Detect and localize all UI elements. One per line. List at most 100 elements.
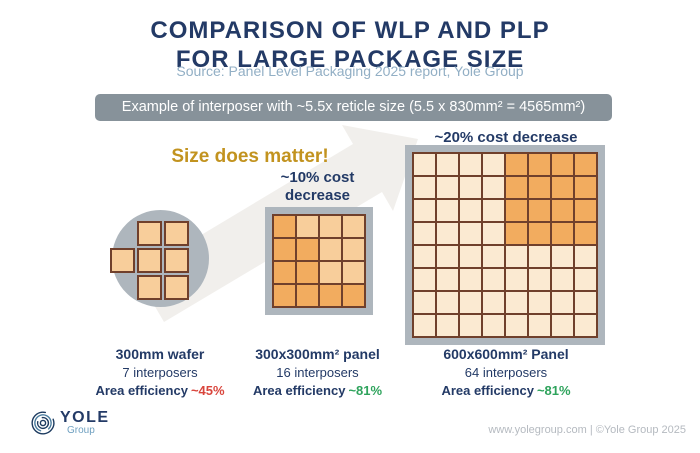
interposer-cell (483, 246, 504, 267)
wafer-eff-value: ~45% (190, 383, 225, 398)
wafer-eff-prefix: Area efficiency (95, 383, 188, 398)
interposer-cell (297, 216, 318, 237)
interposer-cell (529, 177, 550, 198)
page-title: COMPARISON OF WLP AND PLP FOR LARGE PACK… (0, 16, 700, 74)
caption-panel-600: 600x600mm² Panel 64 interposers Area eff… (420, 346, 592, 398)
interposer-cell (483, 177, 504, 198)
interposer-cell (460, 223, 481, 244)
interposer-cell (297, 239, 318, 260)
interposer-cell (460, 292, 481, 313)
interposer-cell (437, 292, 458, 313)
interposer-cell (552, 177, 573, 198)
logo-text: YOLE Group (60, 409, 110, 437)
interposer-cell (506, 292, 527, 313)
interposer-cell (460, 200, 481, 221)
interposer-cell (414, 154, 435, 175)
caption-panel-300: 300x300mm² panel 16 interposers Area eff… (240, 346, 395, 398)
interposer-cell (506, 269, 527, 290)
interposer-cell (320, 216, 341, 237)
interposer-cell (552, 315, 573, 336)
reticle-size-banner: Example of interposer with ~5.5x reticle… (95, 94, 612, 121)
interposer-cell (552, 154, 573, 175)
interposer-cell (274, 239, 295, 260)
size-does-matter-text: Size does matter! (171, 146, 329, 167)
yole-swirl-icon (31, 411, 55, 435)
yole-group-logo: YOLE Group (30, 410, 110, 436)
caption-wafer: 300mm wafer 7 interposers Area efficienc… (85, 346, 235, 398)
interposer-cell (414, 246, 435, 267)
interposer-cell (137, 221, 162, 246)
interposer-cell (320, 239, 341, 260)
panel-600-eff-value: ~81% (536, 383, 571, 398)
interposer-cell (483, 269, 504, 290)
panel-600-frame (405, 145, 605, 345)
panel-300-eff-value: ~81% (348, 383, 383, 398)
interposer-cell (437, 246, 458, 267)
panel-300-name: 300x300mm² panel (255, 346, 380, 362)
interposer-cell (437, 177, 458, 198)
wafer-name: 300mm wafer (115, 346, 205, 362)
interposer-cell (297, 285, 318, 306)
interposer-cell (460, 269, 481, 290)
interposer-cell (552, 223, 573, 244)
interposer-cell (414, 292, 435, 313)
source-subtitle: Source: Panel Level Packaging 2025 repor… (176, 63, 524, 79)
interposer-cell (297, 262, 318, 283)
interposer-cell (137, 275, 162, 300)
interposer-cell (460, 154, 481, 175)
cost-10-line-2: decrease (284, 187, 351, 204)
interposer-cell (529, 269, 550, 290)
interposer-cell (274, 262, 295, 283)
panel-600-grid (412, 152, 598, 338)
panel-600-area-efficiency: Area efficiency ~81% (420, 383, 592, 398)
interposer-cell (110, 248, 135, 273)
title-line-2: FOR LARGE PACKAGE SIZE (175, 46, 525, 73)
interposer-cell (483, 292, 504, 313)
cost-decrease-20-label: ~20% cost decrease (434, 129, 578, 146)
interposer-cell (460, 246, 481, 267)
cost-10-line-1: ~10% cost (280, 169, 355, 186)
panel-600-name: 600x600mm² Panel (443, 346, 569, 362)
interposer-cell (437, 154, 458, 175)
interposer-cell (506, 223, 527, 244)
interposer-cell (343, 239, 364, 260)
panel-300-area-efficiency: Area efficiency ~81% (240, 383, 395, 398)
interposer-cell (483, 223, 504, 244)
interposer-cell (414, 223, 435, 244)
interposer-cell (575, 269, 596, 290)
logo-brand: YOLE (60, 409, 110, 426)
wafer-grid (110, 221, 189, 300)
interposer-cell (460, 315, 481, 336)
panel-300-eff-prefix: Area efficiency (252, 383, 346, 398)
wafer-area-efficiency: Area efficiency ~45% (85, 383, 235, 398)
interposer-cell (437, 223, 458, 244)
interposer-cell (529, 223, 550, 244)
panel-300-grid (272, 214, 366, 308)
interposer-cell (343, 216, 364, 237)
interposer-cell (506, 154, 527, 175)
interposer-cell (506, 246, 527, 267)
panel-300-interposer-count: 16 interposers (276, 365, 359, 380)
interposer-cell (343, 285, 364, 306)
interposer-cell (506, 177, 527, 198)
interposer-cell (529, 246, 550, 267)
interposer-cell (529, 200, 550, 221)
interposer-cell (529, 154, 550, 175)
interposer-cell (414, 200, 435, 221)
interposer-cell (506, 200, 527, 221)
interposer-cell (575, 154, 596, 175)
panel-600-interposer-count: 64 interposers (464, 365, 548, 380)
interposer-cell (274, 216, 295, 237)
title-line-1: COMPARISON OF WLP AND PLP (150, 17, 550, 44)
interposer-cell (483, 315, 504, 336)
interposer-cell (575, 223, 596, 244)
interposer-cell (575, 246, 596, 267)
interposer-cell (575, 200, 596, 221)
interposer-cell (414, 269, 435, 290)
wafer-interposer-count: 7 interposers (122, 365, 198, 380)
interposer-cell (164, 248, 189, 273)
interposer-cell (552, 200, 573, 221)
interposer-cell (483, 200, 504, 221)
panel-600-eff-prefix: Area efficiency (441, 383, 534, 398)
interposer-cell (320, 262, 341, 283)
